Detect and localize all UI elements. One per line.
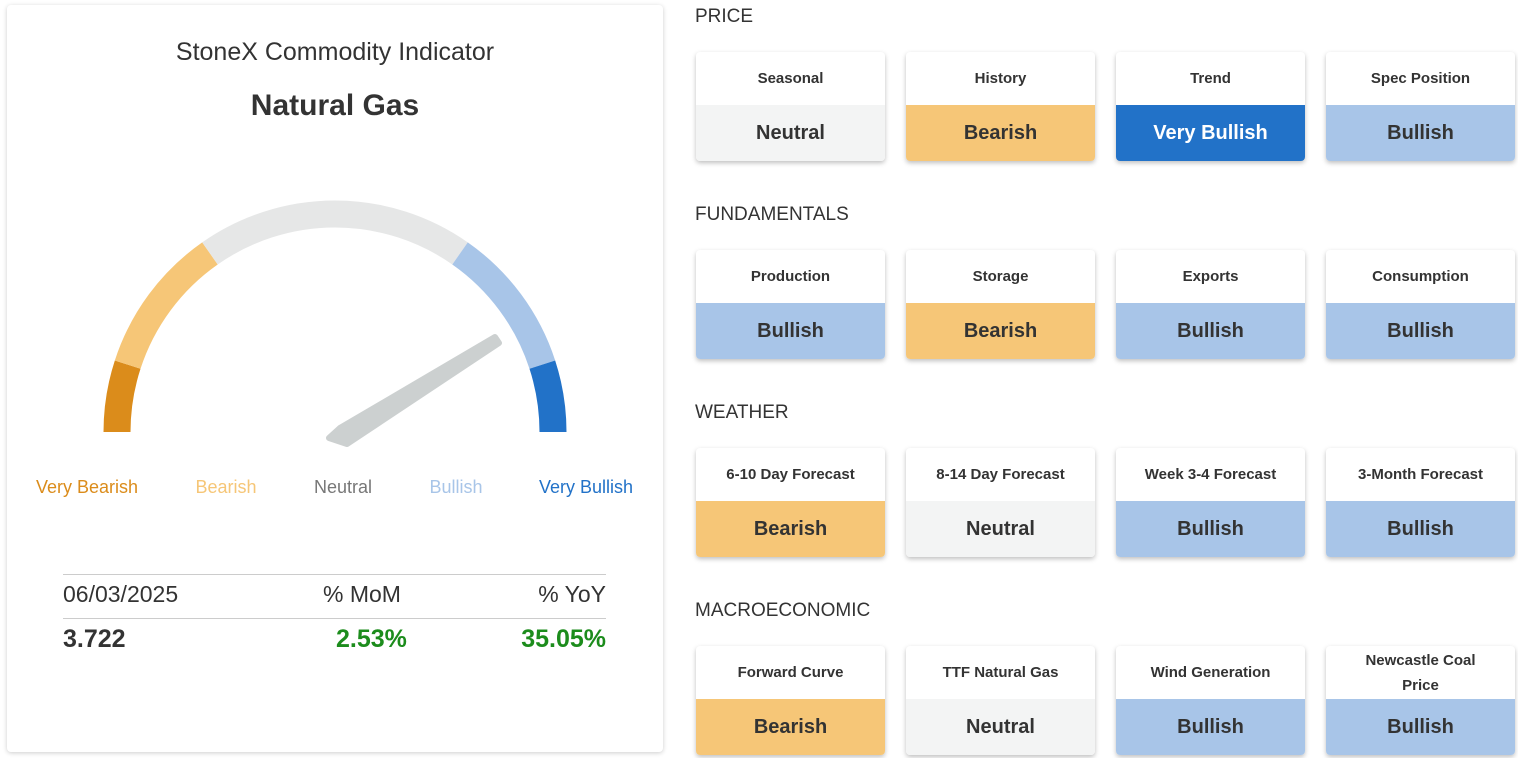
stat-value: 35.05% xyxy=(521,625,606,653)
indicator-card: History Bearish xyxy=(906,52,1095,161)
card-label: Trend xyxy=(1190,70,1231,87)
stat-value: 3.722 xyxy=(63,625,126,653)
card-status: Bullish xyxy=(1116,501,1305,557)
stat-header: 06/03/2025 xyxy=(63,581,179,607)
gauge xyxy=(103,200,567,447)
card-status: Bullish xyxy=(1326,105,1515,161)
card-status: Bullish xyxy=(696,303,885,359)
card-label: 8-14 Day Forecast xyxy=(936,466,1065,483)
card-status: Bearish xyxy=(696,501,885,557)
gauge-segment xyxy=(202,200,468,265)
indicator-card: Forward Curve Bearish xyxy=(696,646,885,755)
card-label: Seasonal xyxy=(757,70,824,87)
card-label: 3-Month Forecast xyxy=(1357,466,1483,483)
indicator-card: 6-10 Day Forecast Bearish xyxy=(696,448,885,557)
card-label: Week 3-4 Forecast xyxy=(1144,466,1277,483)
scale-label: Very Bullish xyxy=(538,477,634,497)
indicator-title: StoneX Commodity Indicator xyxy=(175,38,495,66)
card-status: Very Bullish xyxy=(1116,105,1305,161)
card-status: Bearish xyxy=(696,699,885,755)
indicator-card: Storage Bearish xyxy=(906,250,1095,359)
card-status: Bullish xyxy=(1326,501,1515,557)
commodity-name: Natural Gas xyxy=(250,89,420,122)
card-label: 6-10 Day Forecast xyxy=(726,466,855,483)
card-status: Neutral xyxy=(696,105,885,161)
stat-header: % YoY xyxy=(538,581,606,607)
indicator-card: Production Bullish xyxy=(696,250,885,359)
indicator-card: Week 3-4 Forecast Bullish xyxy=(1116,448,1305,557)
gauge-segment xyxy=(452,242,556,370)
gauge-segment xyxy=(114,242,218,370)
scale-label: Bearish xyxy=(195,477,257,497)
card-label: TTF Natural Gas xyxy=(942,664,1059,681)
card-label: Newcastle Coal Price xyxy=(1365,651,1476,694)
section-title: WEATHER xyxy=(695,402,789,423)
indicator-card: Spec Position Bullish xyxy=(1326,52,1515,161)
card-label: Production xyxy=(750,268,831,285)
scale-label: Neutral xyxy=(313,477,373,497)
section-title: FUNDAMENTALS xyxy=(695,204,849,225)
indicator-card: Exports Bullish xyxy=(1116,250,1305,359)
card-status: Bearish xyxy=(906,105,1095,161)
stat-value: 2.53% xyxy=(336,625,407,653)
gauge-segment xyxy=(103,360,141,433)
card-status: Bearish xyxy=(906,303,1095,359)
card-status: Bullish xyxy=(1116,699,1305,755)
card-label: Wind Generation xyxy=(1150,664,1271,681)
indicator-panel: StoneX Commodity Indicator Natural Gas 0… xyxy=(7,5,663,752)
gauge-needle xyxy=(326,334,502,447)
card-status: Neutral xyxy=(906,501,1095,557)
card-label: Forward Curve xyxy=(737,664,844,681)
indicator-card: Consumption Bullish xyxy=(1326,250,1515,359)
card-label: Exports xyxy=(1182,268,1239,285)
scale-label: Very Bearish xyxy=(35,477,139,497)
section-title: PRICE xyxy=(695,6,754,27)
indicator-card: TTF Natural Gas Neutral xyxy=(906,646,1095,755)
gauge-segment xyxy=(529,360,567,433)
indicator-card: Wind Generation Bullish xyxy=(1116,646,1305,755)
indicator-card: 8-14 Day Forecast Neutral xyxy=(906,448,1095,557)
divider xyxy=(63,574,606,575)
card-label: Storage xyxy=(972,268,1029,285)
section-title: MACROECONOMIC xyxy=(695,600,871,621)
card-label: Consumption xyxy=(1372,268,1469,285)
card-label: History xyxy=(974,70,1027,87)
indicator-card: Trend Very Bullish xyxy=(1116,52,1305,161)
indicator-card: Seasonal Neutral xyxy=(696,52,885,161)
card-status: Bullish xyxy=(1116,303,1305,359)
indicator-card: 3-Month Forecast Bullish xyxy=(1326,448,1515,557)
scale-label: Bullish xyxy=(429,477,483,497)
card-status: Neutral xyxy=(906,699,1095,755)
divider xyxy=(63,618,606,619)
card-status: Bullish xyxy=(1326,699,1515,755)
card-status: Bullish xyxy=(1326,303,1515,359)
indicator-card: Newcastle Coal Price Bullish xyxy=(1326,646,1515,755)
stat-header: % MoM xyxy=(323,581,401,607)
card-label: Spec Position xyxy=(1370,70,1471,87)
